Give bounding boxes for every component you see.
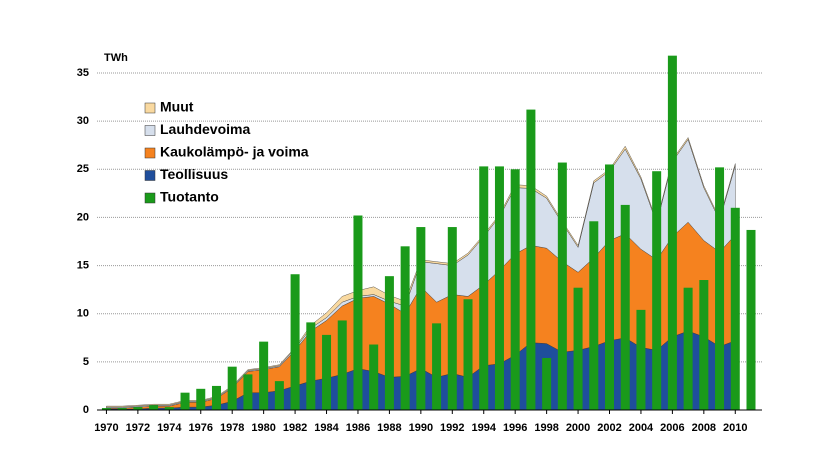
x-tick-label: 1998 xyxy=(534,422,558,434)
bar xyxy=(353,215,363,410)
bar xyxy=(573,287,583,410)
x-tick-label: 2002 xyxy=(597,422,621,434)
bar xyxy=(290,274,300,410)
bar xyxy=(620,204,630,410)
x-tick-label: 2008 xyxy=(692,422,716,434)
x-tick-label: 1986 xyxy=(346,422,370,434)
x-tick-label: 2010 xyxy=(723,422,747,434)
x-tick-label: 1976 xyxy=(189,422,213,434)
x-tick-label: 2004 xyxy=(629,422,654,434)
legend-label: Teollisuus xyxy=(160,166,228,182)
y-tick-label: 30 xyxy=(77,115,89,127)
bar xyxy=(227,366,237,410)
bar xyxy=(557,162,567,410)
bar xyxy=(243,374,253,410)
x-tick-label: 1970 xyxy=(94,422,118,434)
bar xyxy=(730,207,740,410)
bar xyxy=(746,229,756,410)
bar xyxy=(101,408,111,410)
x-tick-label: 1992 xyxy=(440,422,464,434)
legend-label: Lauhdevoima xyxy=(160,121,250,137)
bar xyxy=(636,309,646,410)
legend-swatch xyxy=(144,192,156,204)
bar xyxy=(369,344,379,410)
legend-swatch xyxy=(144,170,156,181)
y-tick-label: 10 xyxy=(77,308,89,320)
bar xyxy=(274,381,284,410)
legend-label: Muut xyxy=(160,99,194,115)
area xyxy=(106,137,736,408)
y-tick-label: 20 xyxy=(77,211,89,223)
bar xyxy=(589,221,599,410)
y-tick-label: 15 xyxy=(77,259,89,271)
x-tick-label: 1982 xyxy=(283,422,307,434)
bar xyxy=(699,280,709,410)
bar xyxy=(400,246,410,410)
x-tick-label: 1988 xyxy=(377,422,401,434)
bar xyxy=(149,405,159,410)
y-tick-label: 25 xyxy=(77,163,89,175)
legend-label: Kaukolämpö- ja voima xyxy=(160,144,309,160)
bar xyxy=(463,299,473,410)
x-tick-label: 2006 xyxy=(660,422,684,434)
x-tick-label: 1990 xyxy=(409,422,433,434)
x-tick-label: 1972 xyxy=(126,422,150,434)
bar xyxy=(447,227,457,410)
bar xyxy=(479,166,489,410)
bar xyxy=(494,166,504,410)
y-tick-label: 5 xyxy=(83,356,89,368)
x-tick-label: 1980 xyxy=(251,422,275,434)
x-tick-label: 2000 xyxy=(566,422,590,434)
bar xyxy=(196,388,206,410)
x-tick-label: 1996 xyxy=(503,422,527,434)
legend-swatch xyxy=(144,147,156,159)
bar xyxy=(605,164,615,410)
y-tick-label: 0 xyxy=(83,404,89,416)
bar xyxy=(510,169,520,410)
bar xyxy=(133,407,143,410)
bar xyxy=(259,341,269,410)
bar xyxy=(384,276,394,410)
bar xyxy=(683,287,693,410)
legend-label: Tuotanto xyxy=(160,189,219,205)
bar xyxy=(180,392,190,410)
bar xyxy=(715,167,725,410)
bar xyxy=(306,322,316,410)
bar xyxy=(542,358,552,410)
legend-swatch xyxy=(144,125,156,136)
bar xyxy=(667,55,677,410)
bar xyxy=(322,334,332,410)
bar xyxy=(211,385,221,410)
bar xyxy=(117,408,127,410)
bar xyxy=(337,320,347,410)
y-tick-label: 35 xyxy=(77,67,89,79)
bar xyxy=(526,109,536,411)
bar xyxy=(432,323,442,410)
bar xyxy=(164,407,174,410)
y-axis-label: TWh xyxy=(104,52,128,64)
bar xyxy=(416,227,426,410)
x-tick-label: 1994 xyxy=(471,422,496,434)
bar xyxy=(652,171,662,410)
x-tick-label: 1974 xyxy=(157,422,182,434)
legend-swatch xyxy=(144,102,156,114)
x-tick-label: 1978 xyxy=(220,422,244,434)
x-tick-label: 1984 xyxy=(314,422,339,434)
